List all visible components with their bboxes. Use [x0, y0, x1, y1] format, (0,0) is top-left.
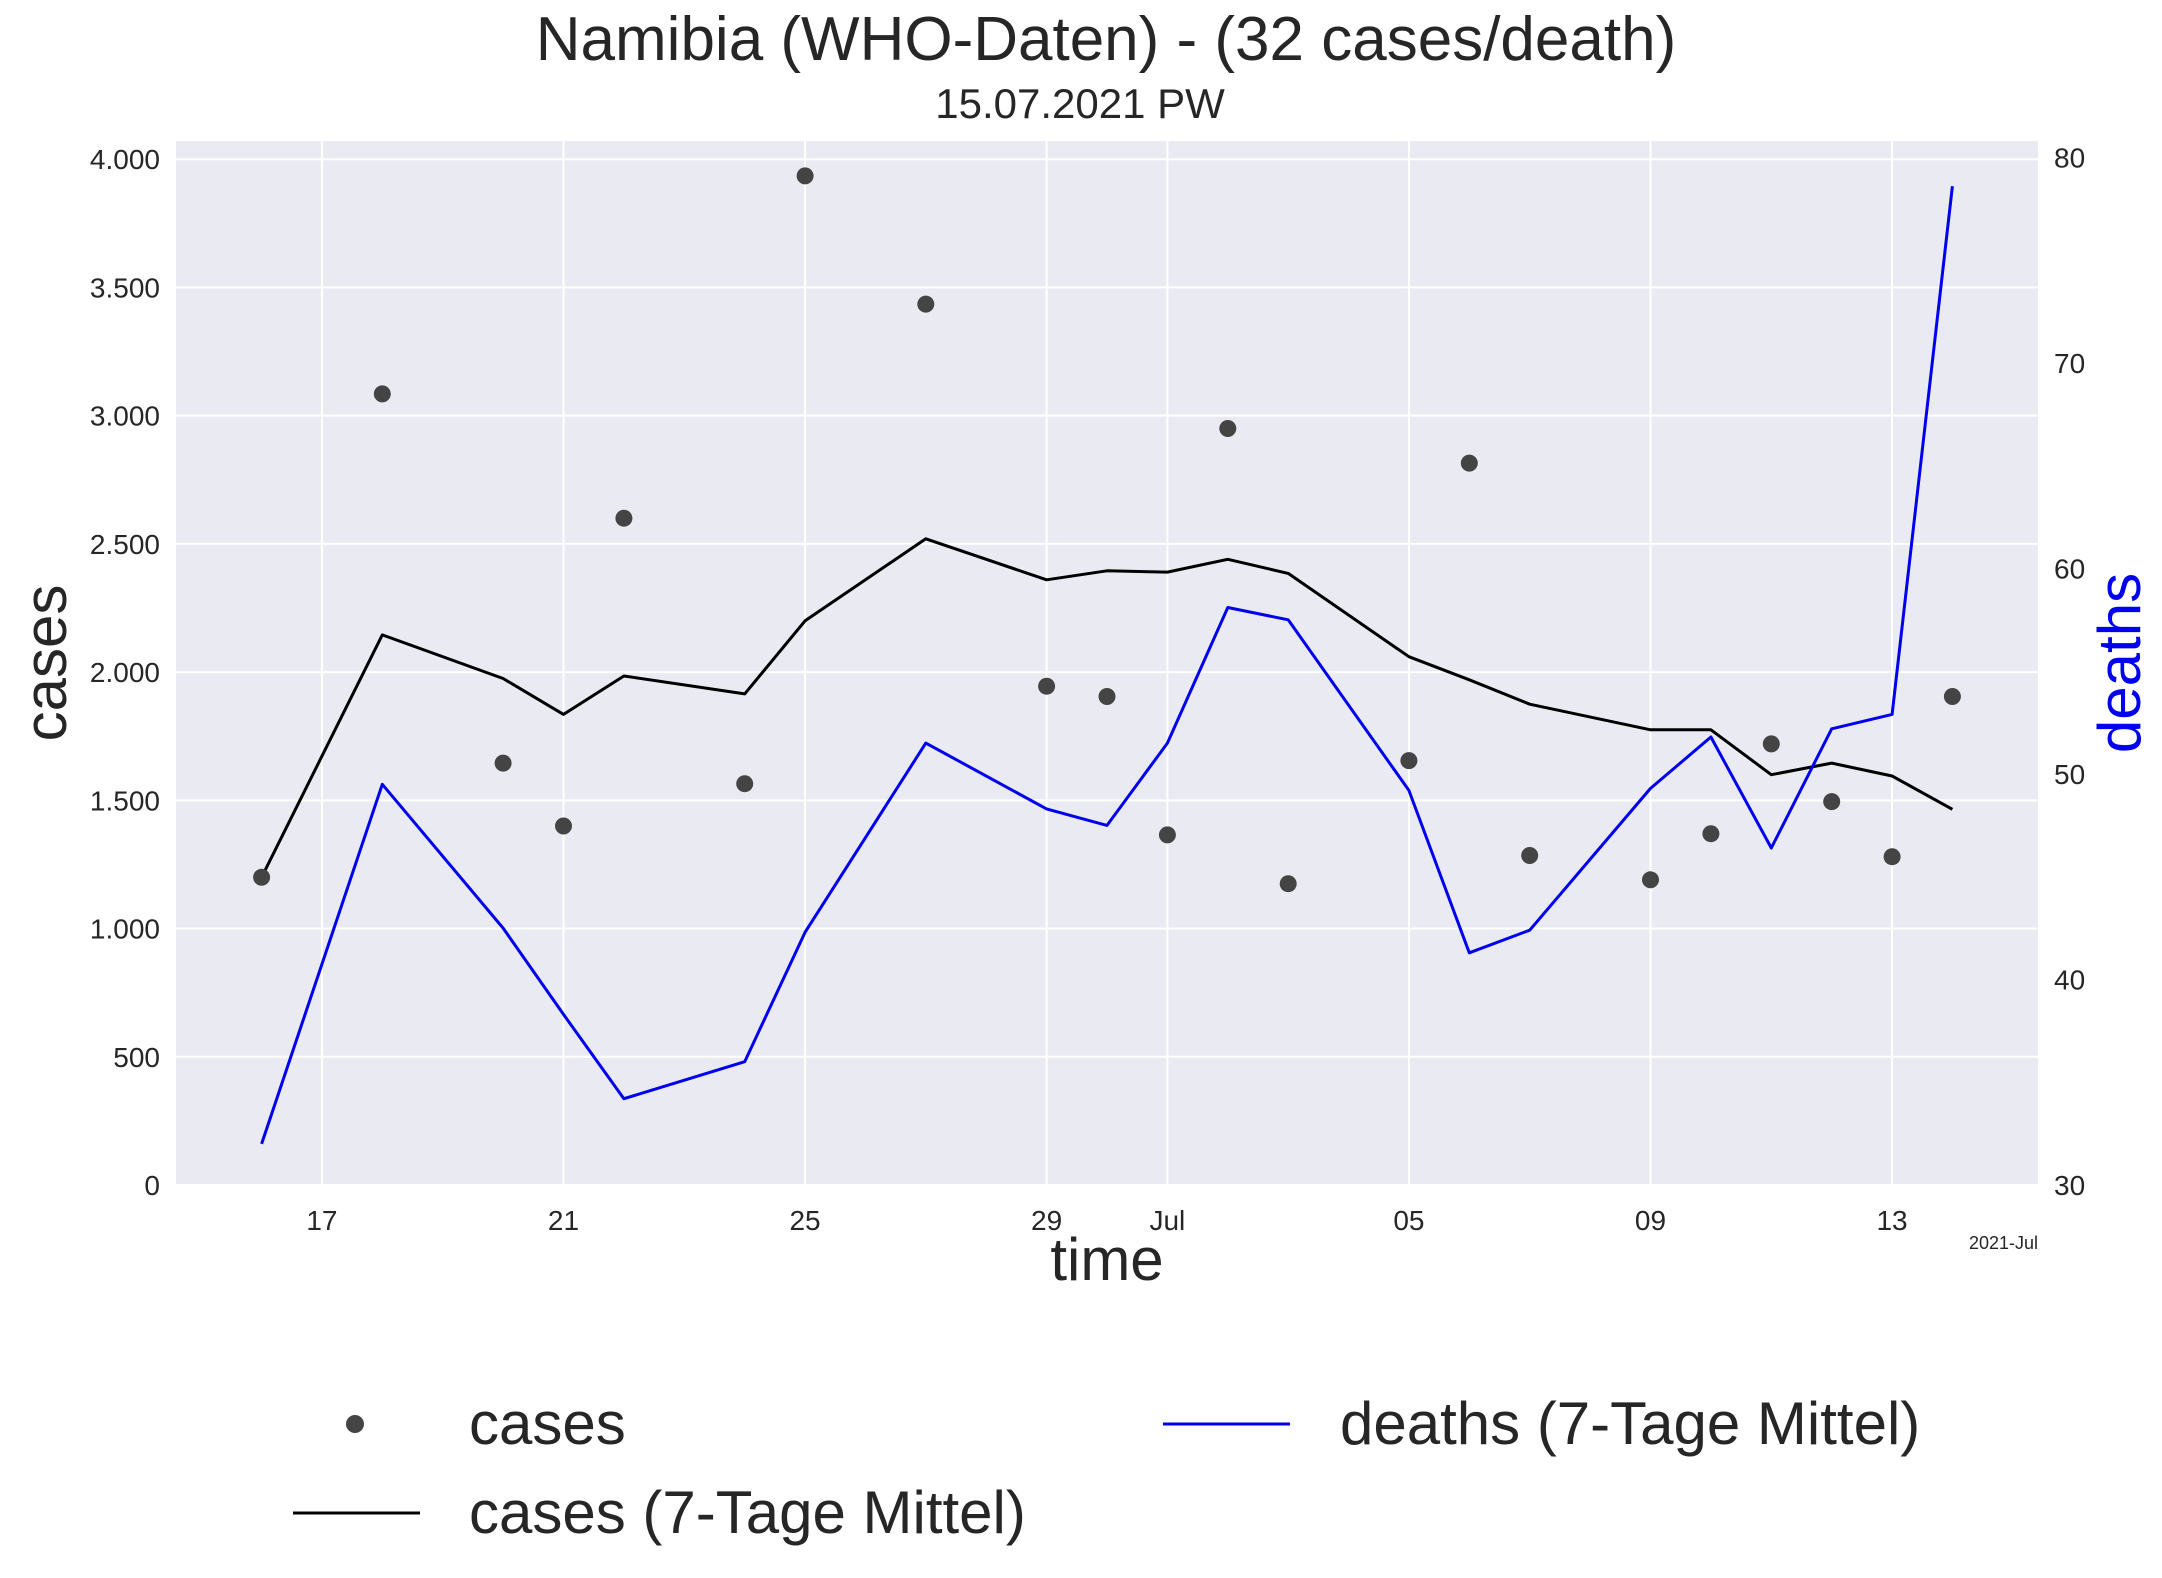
cases-point: [1642, 871, 1659, 889]
cases-point: [494, 754, 512, 772]
cases-point: [1943, 688, 1961, 705]
legend-cases-label: cases: [469, 1390, 626, 1457]
cases-avg-line: [260, 537, 1954, 878]
cases-point: [1400, 752, 1418, 770]
cases-point: [1038, 677, 1056, 695]
legend: cases cases (7-Tage Mittel) deaths (7-Ta…: [293, 1390, 1920, 1546]
cases-point: [1219, 420, 1237, 437]
chart-title: Namibia (WHO-Daten) - (32 cases/death): [536, 5, 1676, 74]
y-tick-label-left: 3.000: [90, 401, 160, 432]
cases-point: [1098, 688, 1116, 705]
cases-point: [615, 509, 633, 527]
deaths-avg-line: [260, 186, 1954, 1145]
y-tick-label-left: 2.500: [90, 529, 160, 560]
axis-ticks: 0 500 1.000 1.500 2.000 2.500 3.000 3.500 4.000 3…: [90, 142, 2085, 1236]
cases-point: [1883, 848, 1901, 866]
y-tick-label-left: 3.500: [90, 272, 160, 303]
y-axis-label-left: cases: [12, 585, 79, 742]
y-tick-label-left: 1.500: [90, 785, 160, 816]
x-tick-label: 05: [1393, 1205, 1424, 1236]
x-offset-label: 2021-Jul: [1969, 1233, 2038, 1253]
x-tick-label: 25: [789, 1205, 820, 1236]
legend-cases-avg-label: cases (7-Tage Mittel): [469, 1479, 1026, 1546]
grid: [176, 141, 2038, 1186]
cases-point: [796, 167, 814, 185]
y-tick-label-right: 60: [2054, 553, 2085, 584]
cases-point: [1702, 825, 1720, 843]
cases-point: [1460, 454, 1478, 472]
legend-cases-marker: [346, 1415, 364, 1433]
cases-point: [555, 817, 572, 835]
y-tick-label-right: 40: [2054, 964, 2085, 995]
x-tick-label: Jul: [1149, 1205, 1185, 1236]
x-tick-label: 17: [306, 1205, 337, 1236]
cases-point: [1521, 847, 1539, 864]
legend-deaths-avg-label: deaths (7-Tage Mittel): [1340, 1390, 1920, 1457]
y-tick-label-left: 0: [144, 1170, 160, 1201]
cases-point: [1823, 793, 1841, 811]
cases-point: [1762, 735, 1780, 753]
x-tick-label: 13: [1876, 1205, 1907, 1236]
y-tick-label-right: 80: [2054, 142, 2085, 173]
x-tick-label: 09: [1635, 1205, 1666, 1236]
y-tick-label-left: 4.000: [90, 144, 160, 175]
x-tick-label: 29: [1031, 1205, 1062, 1236]
y-tick-label-right: 50: [2054, 759, 2085, 790]
cases-point: [917, 295, 935, 313]
x-tick-label: 21: [548, 1205, 579, 1236]
cases-point: [1158, 826, 1176, 844]
cases-point: [373, 385, 391, 403]
cases-point: [253, 868, 271, 886]
plot-area: [176, 141, 2038, 1185]
y-tick-label-right: 70: [2054, 348, 2085, 379]
y-tick-label-left: 1.000: [90, 914, 160, 945]
y-tick-label-right: 30: [2054, 1170, 2085, 1201]
y-axis-label-right: deaths: [2086, 573, 2153, 753]
x-axis-label: time: [1050, 1226, 1163, 1293]
y-tick-label-left: 2.000: [90, 657, 160, 688]
cases-point: [1279, 875, 1297, 893]
cases-point: [736, 775, 754, 793]
chart-subtitle: 15.07.2021 PW: [935, 80, 1225, 127]
y-tick-label-left: 500: [113, 1042, 160, 1073]
data-marks: [253, 167, 1961, 1145]
